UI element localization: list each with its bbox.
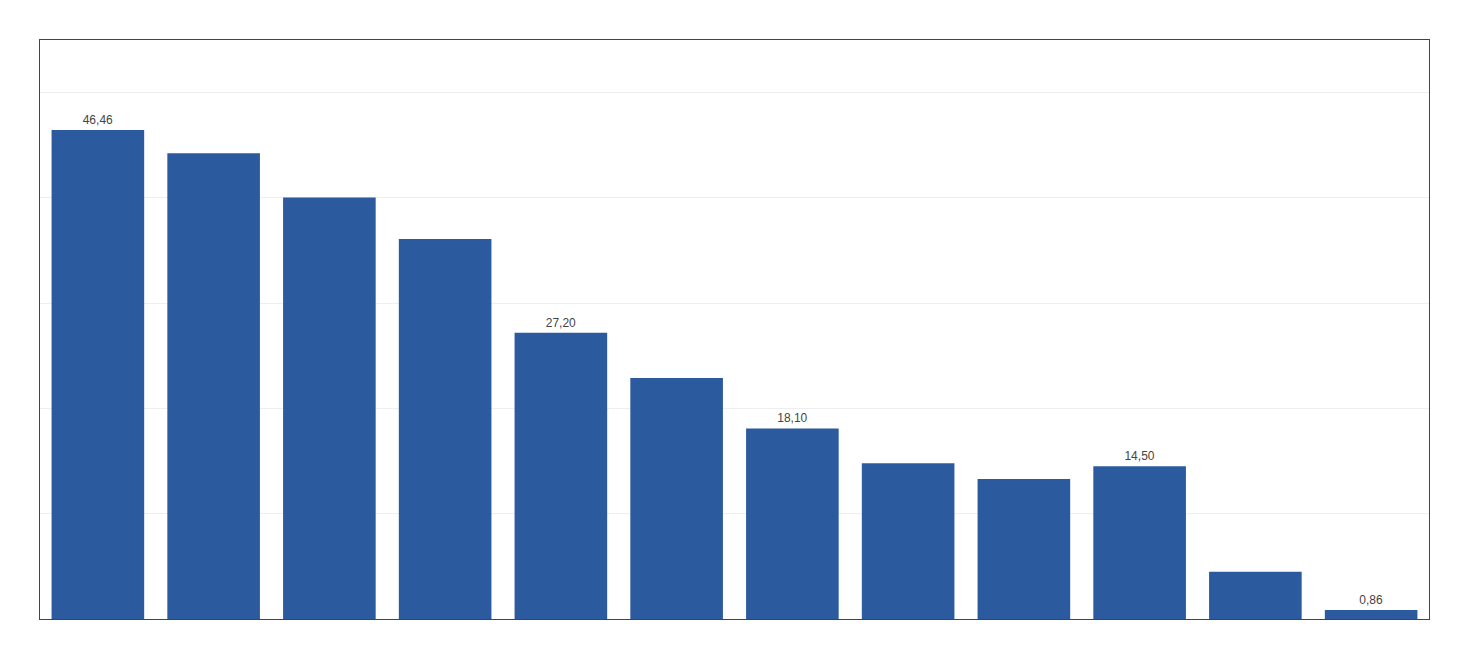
svg-text:18,10: 18,10 xyxy=(777,411,807,425)
svg-text:0,86: 0,86 xyxy=(1359,593,1383,607)
svg-text:46,46: 46,46 xyxy=(83,113,113,127)
svg-text:14,50: 14,50 xyxy=(1124,449,1154,463)
svg-text:27,20: 27,20 xyxy=(546,316,576,330)
